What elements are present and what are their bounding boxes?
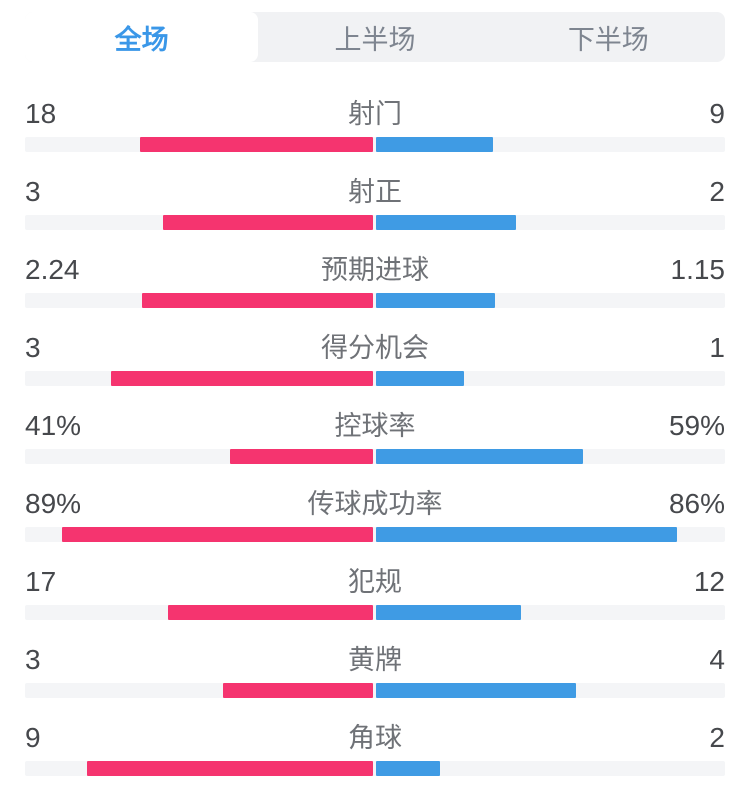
stat-bar-right [376,371,464,386]
stat-right-value: 1 [709,332,725,363]
stat-bar-right [376,293,495,308]
stat-label: 控球率 [334,411,416,441]
tab-first-half[interactable]: 上半场 [334,24,416,55]
stat-row: 3 得分机会 1 [25,330,725,386]
stat-label: 得分机会 [321,333,429,363]
stat-bar-track [25,293,725,308]
stat-bar-right [376,137,493,152]
stat-bar-right [376,527,677,542]
stat-bar-right [376,605,521,620]
tab-full-match[interactable]: 全场 [25,12,259,62]
stat-bar-left [110,371,373,386]
stat-bar-right [376,761,440,776]
stat-bar-left [223,683,373,698]
stat-left-value: 3 [25,332,41,363]
stat-bar-track [25,215,725,230]
stat-right-value: 12 [693,566,725,597]
stat-bar-left [139,137,373,152]
stat-bar-left [141,293,373,308]
stat-left-value: 9 [25,722,41,753]
stat-label: 黄牌 [348,645,402,675]
stat-row: 17 犯规 12 [25,564,725,620]
stat-bar-right [376,449,583,464]
stat-bar-left [167,605,373,620]
stat-bar-right [376,683,576,698]
period-tabs: 全场 上半场 下半场 [25,12,725,62]
stat-row: 9 角球 2 [25,720,725,776]
stat-bar-track [25,761,725,776]
stat-right-value: 86% [668,488,725,519]
stat-right-value: 1.15 [670,254,726,285]
stat-label: 角球 [348,723,402,753]
stat-bar-track [25,449,725,464]
stat-row: 2.24 预期进球 1.15 [25,252,725,308]
stats-list: 18 射门 9 3 射正 2 2.24 预期进球 1.15 [25,96,725,776]
stat-bar-left [229,449,373,464]
stat-right-value: 59% [668,410,725,441]
stat-label: 传球成功率 [307,489,443,519]
stat-bar-left [61,527,373,542]
stat-bar-left [163,215,373,230]
stat-left-value: 17 [25,566,57,597]
stat-bar-left [86,761,373,776]
stat-left-value: 89% [25,488,82,519]
stat-bar-track [25,527,725,542]
stat-right-value: 4 [709,644,725,675]
stat-label: 射正 [348,177,402,207]
tab-second-half[interactable]: 下半场 [567,24,649,55]
stat-label: 犯规 [348,567,402,597]
stat-left-value: 41% [25,410,82,441]
stat-bar-track [25,683,725,698]
stat-left-value: 2.24 [25,254,80,285]
stat-row: 3 黄牌 4 [25,642,725,698]
stat-right-value: 2 [709,722,725,753]
stat-left-value: 18 [25,98,57,129]
stat-label: 预期进球 [321,255,429,285]
stat-bar-track [25,605,725,620]
stat-bar-track [25,371,725,386]
match-stats-panel: 全场 上半场 下半场 18 射门 9 3 射正 2 2.24 预期进球 1.15 [0,12,750,776]
stat-bar-track [25,137,725,152]
stat-row: 41% 控球率 59% [25,408,725,464]
stat-right-value: 9 [709,98,725,129]
stat-row: 89% 传球成功率 86% [25,486,725,542]
stat-bar-right [376,215,516,230]
stat-row: 18 射门 9 [25,96,725,152]
stat-right-value: 2 [709,176,725,207]
stat-left-value: 3 [25,644,41,675]
stat-label: 射门 [348,99,402,129]
stat-row: 3 射正 2 [25,174,725,230]
stat-left-value: 3 [25,176,41,207]
